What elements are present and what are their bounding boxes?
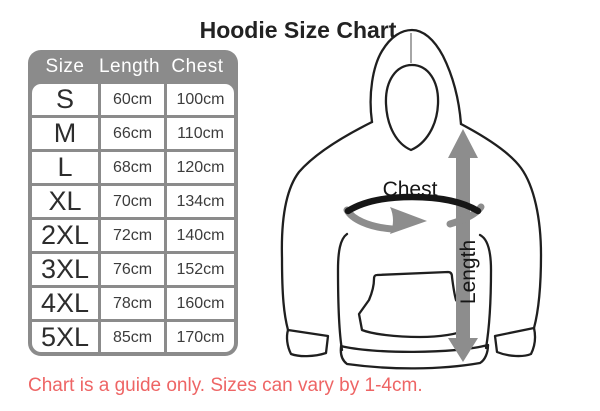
hem-band-bottom-line xyxy=(339,343,490,370)
length-arrow xyxy=(448,129,478,362)
size-table: Size Length Chest S 60cm 100cm M 66cm 110cm L 6… xyxy=(28,50,238,356)
length-cell: 70cm xyxy=(101,186,164,217)
length-label: Length xyxy=(457,240,480,304)
disclaimer-note: Chart is a guide only. Sizes can vary by… xyxy=(28,375,423,396)
right-shoulder-arm-outline xyxy=(459,122,543,330)
hem-band-top-line xyxy=(339,343,490,354)
size-cell: 3XL xyxy=(32,254,98,285)
face-opening xyxy=(384,63,440,152)
chest-cell: 120cm xyxy=(167,152,234,183)
size-table-body: S 60cm 100cm M 66cm 110cm L 68cm 120cm XL 70cm 134c… xyxy=(32,84,234,352)
chest-cell: 160cm xyxy=(167,288,234,319)
size-cell: 5XL xyxy=(32,322,98,352)
chest-top-arc xyxy=(344,193,482,215)
length-cell: 68cm xyxy=(101,152,164,183)
size-cell: 2XL xyxy=(32,220,98,251)
size-cell: S xyxy=(32,84,98,115)
chest-cell: 170cm xyxy=(167,322,234,352)
size-table-header: Size Length Chest xyxy=(32,50,234,84)
left-cuff xyxy=(285,328,330,358)
left-inner-arm-line xyxy=(336,232,349,352)
chest-cell: 134cm xyxy=(167,186,234,217)
length-cell: 76cm xyxy=(101,254,164,285)
size-cell: 4XL xyxy=(32,288,98,319)
page-title: Hoodie Size Chart xyxy=(199,17,397,43)
left-shoulder-arm-outline xyxy=(280,120,374,332)
size-cell: M xyxy=(32,118,98,149)
chest-cell: 100cm xyxy=(167,84,234,115)
chest-cell: 152cm xyxy=(167,254,234,285)
column-header-chest: Chest xyxy=(171,56,224,77)
length-cell: 85cm xyxy=(101,322,164,352)
length-cell: 60cm xyxy=(101,84,164,115)
size-cell: L xyxy=(32,152,98,183)
hood-outline xyxy=(369,28,463,126)
right-cuff xyxy=(493,326,537,358)
chest-cell: 110cm xyxy=(167,118,234,149)
kangaroo-pocket xyxy=(357,270,469,339)
length-cell: 66cm xyxy=(101,118,164,149)
column-header-length: Length xyxy=(98,56,161,77)
chest-cell: 140cm xyxy=(167,220,234,251)
right-inner-arm-line xyxy=(478,233,493,350)
chest-arrowhead xyxy=(390,207,427,234)
length-cell: 72cm xyxy=(101,220,164,251)
column-header-size: Size xyxy=(45,56,85,77)
size-cell: XL xyxy=(32,186,98,217)
length-cell: 78cm xyxy=(101,288,164,319)
chest-label: Chest xyxy=(383,178,438,201)
